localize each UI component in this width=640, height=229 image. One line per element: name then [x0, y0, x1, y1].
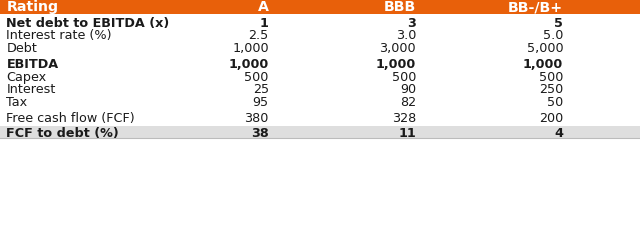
Text: 5: 5 [554, 16, 563, 30]
Text: 95: 95 [253, 95, 269, 108]
Text: 50: 50 [547, 95, 563, 108]
Text: 500: 500 [244, 70, 269, 83]
Text: 25: 25 [253, 83, 269, 96]
Text: 1,000: 1,000 [376, 58, 416, 71]
Text: 1,000: 1,000 [232, 41, 269, 54]
Text: 82: 82 [400, 95, 416, 108]
Text: 1,000: 1,000 [523, 58, 563, 71]
Text: Net debt to EBITDA (x): Net debt to EBITDA (x) [6, 16, 170, 30]
Text: FCF to debt (%): FCF to debt (%) [6, 126, 119, 139]
Text: 5,000: 5,000 [527, 41, 563, 54]
Text: Debt: Debt [6, 41, 37, 54]
Text: 1: 1 [260, 16, 269, 30]
Text: 11: 11 [398, 126, 416, 139]
Text: 500: 500 [392, 70, 416, 83]
Text: EBITDA: EBITDA [6, 58, 58, 71]
Bar [0, 0, 640, 15]
Text: 4: 4 [554, 126, 563, 139]
Text: BBB: BBB [384, 0, 416, 14]
Bar [0, 126, 640, 139]
Text: 2.5: 2.5 [248, 29, 269, 42]
Text: A: A [258, 0, 269, 14]
Text: 38: 38 [251, 126, 269, 139]
Text: BB-/B+: BB-/B+ [508, 0, 563, 14]
Text: 250: 250 [539, 83, 563, 96]
Text: 500: 500 [539, 70, 563, 83]
Text: 200: 200 [539, 112, 563, 125]
Text: Tax: Tax [6, 95, 28, 108]
Text: 380: 380 [244, 112, 269, 125]
Text: Free cash flow (FCF): Free cash flow (FCF) [6, 112, 135, 125]
Text: Interest rate (%): Interest rate (%) [6, 29, 112, 42]
Text: 5.0: 5.0 [543, 29, 563, 42]
Text: 90: 90 [400, 83, 416, 96]
Text: 3: 3 [407, 16, 416, 30]
Text: 1,000: 1,000 [228, 58, 269, 71]
Text: Capex: Capex [6, 70, 47, 83]
Text: 3,000: 3,000 [380, 41, 416, 54]
Text: Interest: Interest [6, 83, 56, 96]
Text: 3.0: 3.0 [396, 29, 416, 42]
Text: 328: 328 [392, 112, 416, 125]
Text: Rating: Rating [6, 0, 58, 14]
